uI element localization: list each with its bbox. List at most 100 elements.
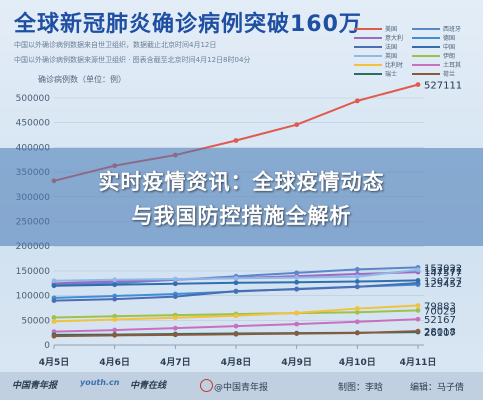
legend-swatch (354, 27, 382, 30)
x-tick-label: 4月7日 (160, 357, 191, 368)
legend-label: 土耳其 (443, 62, 462, 69)
legend-swatch (412, 63, 440, 66)
data-point (415, 267, 421, 273)
x-tick-label: 4月5日 (39, 357, 70, 368)
footer-logo-youth-cn: youth.cn (80, 378, 120, 387)
legend-item: 荷兰 (412, 69, 455, 78)
legend-label: 荷兰 (443, 71, 456, 78)
data-label: 157022 (424, 263, 462, 274)
legend-label: 美国 (385, 26, 398, 33)
legend-item: 美国 (354, 24, 397, 33)
legend-item: 德国 (412, 33, 455, 42)
data-point (354, 330, 360, 336)
data-label: 26107 (424, 328, 456, 339)
legend-swatch (412, 45, 440, 48)
legend-swatch (354, 63, 382, 66)
y-tick-label: 450000 (16, 119, 51, 129)
legend-swatch (412, 27, 440, 30)
footer-bar: 中国青年报 youth.cn 中青在线 @中国青年报 制图：李晗 编辑：马子倩 (0, 372, 483, 400)
headline-banner: 实时疫情资讯：全球疫情动态 与我国防控措施全解析 (0, 148, 483, 246)
legend-label: 意大利 (385, 35, 404, 42)
data-label: 130727 (424, 276, 462, 287)
banner-headline-line2: 与我国防控措施全解析 (131, 204, 352, 228)
data-point (172, 294, 178, 299)
source-note: 中国以外确诊病例数据来自世卫组织，数据截止北京时间4月12日 (14, 41, 217, 49)
legend-label: 德国 (443, 35, 456, 42)
data-point (415, 278, 421, 283)
x-tick-label: 4月9日 (281, 357, 312, 368)
data-point (294, 321, 300, 327)
data-point (233, 331, 239, 337)
data-point (354, 279, 360, 284)
legend-label: 法国 (385, 44, 398, 51)
y-tick-label: 0 (44, 341, 50, 351)
source-note-2: 中国以外确诊病例数据来源世卫组织 · 图表含截至北京时间4月12日8时04分 (14, 56, 251, 64)
data-point (51, 283, 57, 289)
x-tick-label: 4月10日 (339, 357, 376, 368)
data-label: 28018 (424, 327, 456, 338)
data-label: 52167 (424, 315, 456, 326)
data-label: 125452 (424, 279, 462, 290)
data-point (294, 122, 300, 128)
data-point (172, 315, 178, 321)
data-label: 152271 (424, 266, 462, 277)
data-point (354, 274, 360, 279)
legend-swatch (354, 45, 382, 48)
page-title: 全球新冠肺炎确诊病例突破160万 (14, 12, 362, 37)
data-label: 79883 (424, 302, 456, 313)
y-axis-label: 确诊病例数（单位：例） (38, 75, 126, 84)
data-point (354, 267, 360, 272)
data-point (112, 327, 118, 333)
data-point (294, 275, 300, 280)
legend-item: 西班牙 (412, 24, 461, 33)
data-point (415, 328, 421, 334)
data-point (51, 333, 57, 339)
legend-label: 中国 (443, 44, 456, 51)
data-point (294, 286, 300, 292)
legend-swatch (354, 72, 382, 75)
legend-swatch (412, 54, 440, 57)
legend-label: 伊朗 (443, 53, 456, 60)
legend-item: 比利时 (354, 60, 403, 69)
footer-logo-china-youth-daily: 中国青年报 (12, 381, 58, 391)
legend-swatch (412, 72, 440, 75)
data-point (51, 318, 57, 324)
y-tick-label: 100000 (16, 292, 51, 302)
footer-weibo-handle: @中国青年报 (214, 383, 269, 393)
data-point (112, 296, 118, 302)
legend-item: 意大利 (354, 33, 403, 42)
data-point (112, 317, 118, 322)
data-label: 70029 (424, 306, 456, 317)
legend-item: 中国 (412, 42, 455, 51)
data-label: 527111 (424, 81, 462, 92)
data-point (294, 279, 300, 285)
legend-label: 比利时 (385, 62, 404, 69)
data-point (172, 276, 178, 282)
data-point (233, 275, 239, 281)
y-tick-label: 150000 (16, 267, 51, 277)
x-tick-label: 4月8日 (221, 357, 252, 368)
data-point (233, 288, 239, 294)
footer-credit-chart: 制图：李晗 (338, 383, 384, 393)
data-point (233, 313, 239, 319)
legend-item: 土耳其 (412, 60, 461, 69)
data-point (415, 303, 421, 308)
legend-label: 西班牙 (443, 26, 462, 33)
data-point (233, 280, 239, 286)
data-point (172, 325, 178, 331)
data-point (233, 138, 239, 143)
legend-swatch (354, 54, 382, 57)
data-point (294, 310, 300, 316)
data-point (415, 316, 421, 322)
footer-logo-cyol: 中青在线 (130, 381, 167, 391)
legend-item: 瑞士 (354, 69, 397, 78)
weibo-icon (200, 379, 213, 392)
legend-item: 伊朗 (412, 51, 455, 60)
legend-item: 英国 (354, 51, 397, 60)
data-point (172, 332, 178, 338)
data-point (112, 282, 118, 288)
y-tick-label: 500000 (16, 94, 51, 104)
data-label: 147577 (424, 268, 462, 279)
legend-item: 法国 (354, 42, 397, 51)
